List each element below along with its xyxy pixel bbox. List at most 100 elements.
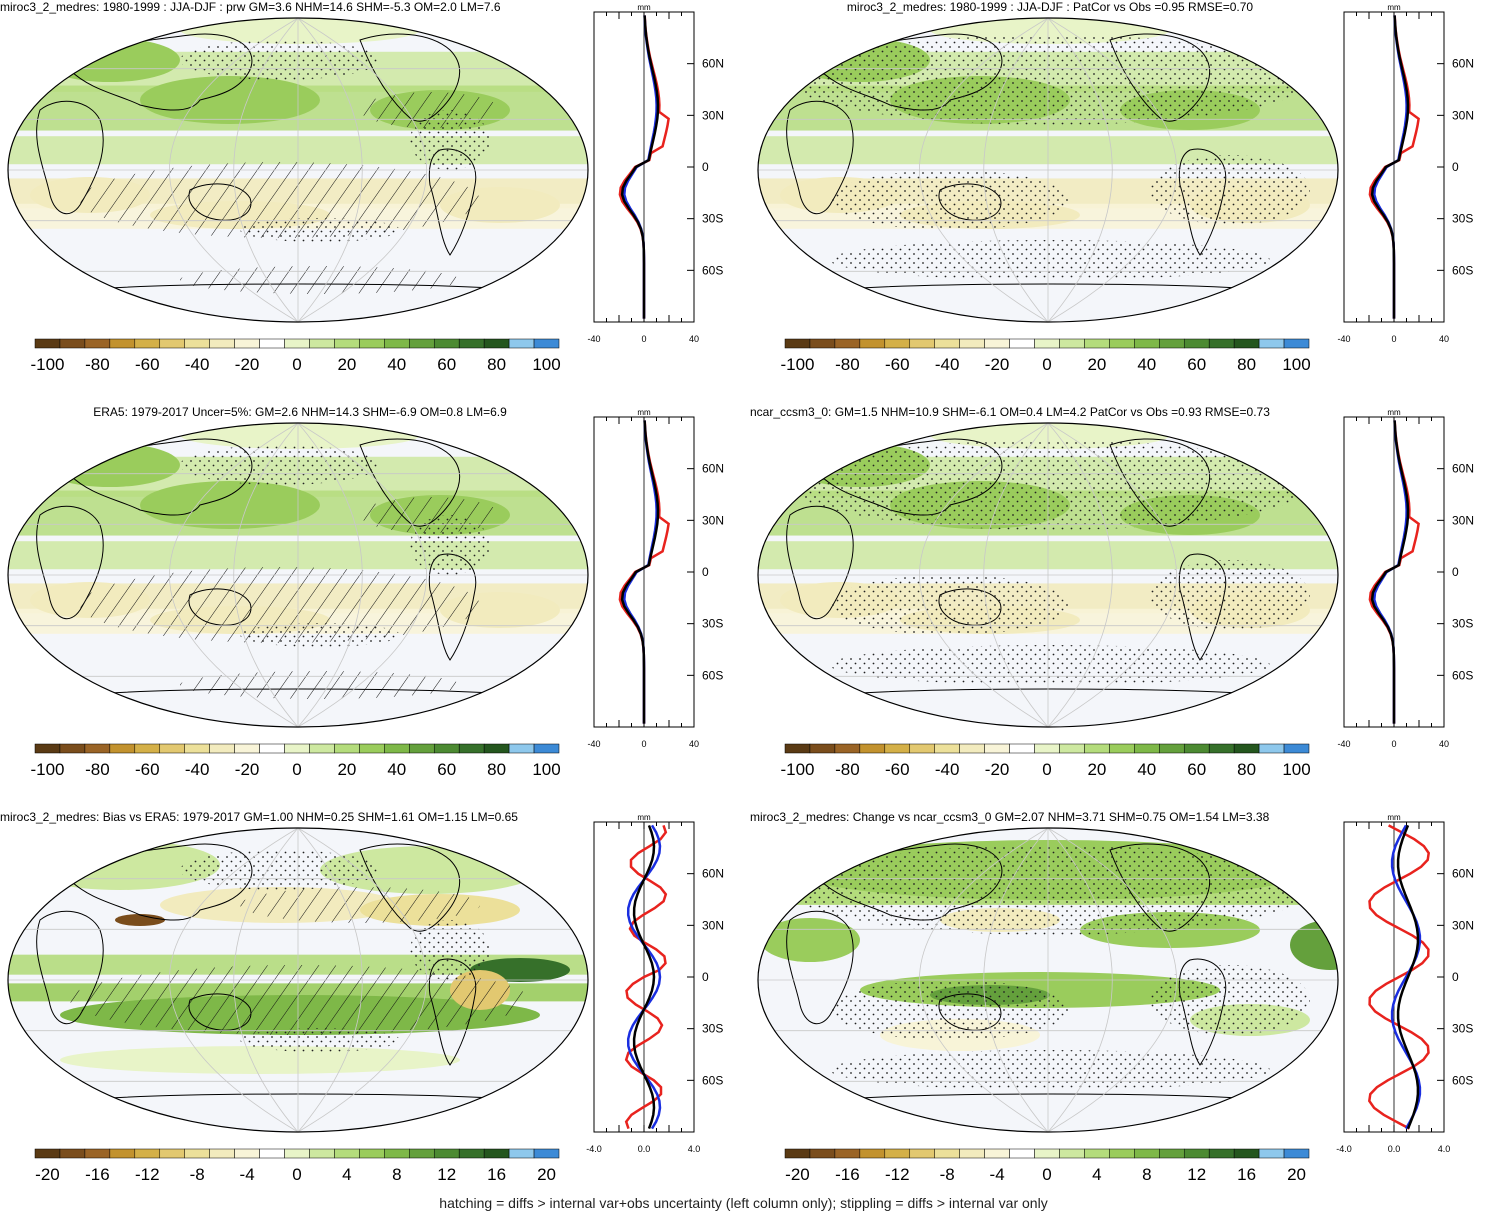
map-field <box>758 423 1338 727</box>
stippling-region <box>830 575 1070 635</box>
colorbar-swatch <box>1159 1148 1185 1159</box>
colorbar-swatch <box>1059 338 1085 349</box>
colorbar-swatch <box>284 743 310 754</box>
meridian <box>297 423 363 727</box>
profile-tick-label: 0 <box>641 334 646 344</box>
colorbar-label: 16 <box>1237 1165 1256 1184</box>
colorbar-swatch <box>334 743 360 754</box>
lat-label: 30S <box>1452 617 1473 631</box>
colorbar-label: 80 <box>487 355 506 374</box>
field-blob <box>60 1046 460 1074</box>
graticule <box>758 828 1338 1132</box>
colorbar-swatch <box>784 338 811 349</box>
colorbar-swatch <box>909 1148 935 1159</box>
colorbar-swatch <box>1109 338 1135 349</box>
panel-title: ERA5: 1979-2017 Uncer=5%: GM=2.6 NHM=14.… <box>93 405 507 419</box>
colorbar-swatch <box>483 338 510 349</box>
field-blob <box>40 443 180 487</box>
colorbar-swatch <box>458 743 485 754</box>
colorbar-label: 100 <box>1282 355 1310 374</box>
coastline-1 <box>36 505 104 620</box>
colorbar-label: 4 <box>1092 1165 1101 1184</box>
colorbar-label: 20 <box>1287 1165 1306 1184</box>
profile-line-red <box>624 825 668 1129</box>
colorbar-label: -20 <box>235 355 260 374</box>
colorbar-swatch <box>184 1148 210 1159</box>
colorbar-label: 40 <box>387 760 406 779</box>
colorbar-swatch <box>1208 338 1235 349</box>
panel-era5: ERA5: 1979-2017 Uncer=5%: GM=2.6 NHM=14.… <box>0 405 740 805</box>
colorbar-swatch <box>533 338 560 349</box>
colorbar-label: 80 <box>487 760 506 779</box>
colorbar-swatch <box>334 338 360 349</box>
colorbar-label: -20 <box>985 355 1010 374</box>
colorbar-swatch <box>109 1148 136 1159</box>
colorbar: -100 -80 -60 -40 -20 0 20 40 60 80 100 <box>30 338 561 374</box>
panel-ncar: ncar_ccsm3_0: GM=1.5 NHM=10.9 SHM=-6.1 O… <box>750 405 1487 805</box>
colorbar-label: -4 <box>990 1165 1005 1184</box>
graticule <box>8 18 588 322</box>
colorbar-swatch <box>458 1148 485 1159</box>
colorbar-swatch <box>159 1148 185 1159</box>
colorbar-label: 4 <box>342 1165 351 1184</box>
colorbar-label: -60 <box>885 355 910 374</box>
map-border <box>7 422 589 728</box>
colorbar-swatch <box>1034 338 1060 349</box>
profile-tick-label: 4.0 <box>1438 1144 1451 1154</box>
colorbar-swatch <box>1233 743 1260 754</box>
colorbar-label: 0 <box>1042 1165 1051 1184</box>
field-blob <box>760 918 860 962</box>
stippling-region <box>180 850 380 890</box>
meridian <box>297 828 363 1132</box>
colorbar-label: -80 <box>85 760 110 779</box>
colorbar-label: -40 <box>935 760 960 779</box>
meridian <box>1047 18 1113 322</box>
coastline-1 <box>786 505 854 620</box>
meridian <box>1047 423 1113 727</box>
colorbar-swatch <box>84 1148 111 1159</box>
panel-title: ncar_ccsm3_0: GM=1.5 NHM=10.9 SHM=-6.1 O… <box>750 405 1270 419</box>
colorbar-swatch <box>984 743 1010 754</box>
colorbar-swatch <box>959 743 985 754</box>
profile-tick-label: 40 <box>1439 334 1449 344</box>
colorbar-swatch <box>834 1148 861 1159</box>
colorbar-label: 60 <box>1187 760 1206 779</box>
colorbar-label: -16 <box>85 1165 110 1184</box>
colorbar-label: -20 <box>35 1165 60 1184</box>
colorbar-swatch <box>1233 338 1260 349</box>
map-border <box>757 422 1339 728</box>
colorbar-swatch <box>508 1148 535 1159</box>
hatching-region <box>80 162 480 238</box>
colorbar-label: -100 <box>30 760 64 779</box>
profile-tick-label: -40 <box>587 739 600 749</box>
colorbar-label: 40 <box>387 355 406 374</box>
profile-tick-label: -4.0 <box>586 1144 602 1154</box>
colorbar-swatch <box>834 743 861 754</box>
meridian <box>297 828 427 1132</box>
colorbar-label: 0 <box>1042 355 1051 374</box>
colorbar-swatch <box>834 338 861 349</box>
zonal-profile: mm 60N 30N 0 30S 60S -40 0 40 <box>587 3 724 344</box>
panel-model-change: miroc3_2_medres: 1980-1999 : JJA-DJF : p… <box>0 0 740 400</box>
colorbar-swatch <box>1134 1148 1160 1159</box>
colorbar-label: 12 <box>437 1165 456 1184</box>
lat-label: 60N <box>702 57 724 71</box>
stippling-region <box>180 445 380 485</box>
colorbar-swatch <box>409 338 435 349</box>
colorbar-label: 80 <box>1237 760 1256 779</box>
graticule <box>758 18 1338 322</box>
hatching-region <box>70 965 530 1035</box>
colorbar-swatch <box>234 1148 260 1159</box>
meridian <box>983 423 1049 727</box>
colorbar-label: -8 <box>940 1165 955 1184</box>
colorbar-swatch <box>1283 743 1310 754</box>
colorbar-label: 40 <box>1137 355 1156 374</box>
lat-label: 60S <box>1452 668 1473 682</box>
colorbar-swatch <box>259 743 285 754</box>
lat-label: 60S <box>702 668 723 682</box>
lat-label: 60S <box>1452 263 1473 277</box>
colorbar-swatch <box>34 743 61 754</box>
colorbar-swatch <box>433 1148 460 1159</box>
colorbar-swatch <box>1233 1148 1260 1159</box>
colorbar-label: -100 <box>30 355 64 374</box>
